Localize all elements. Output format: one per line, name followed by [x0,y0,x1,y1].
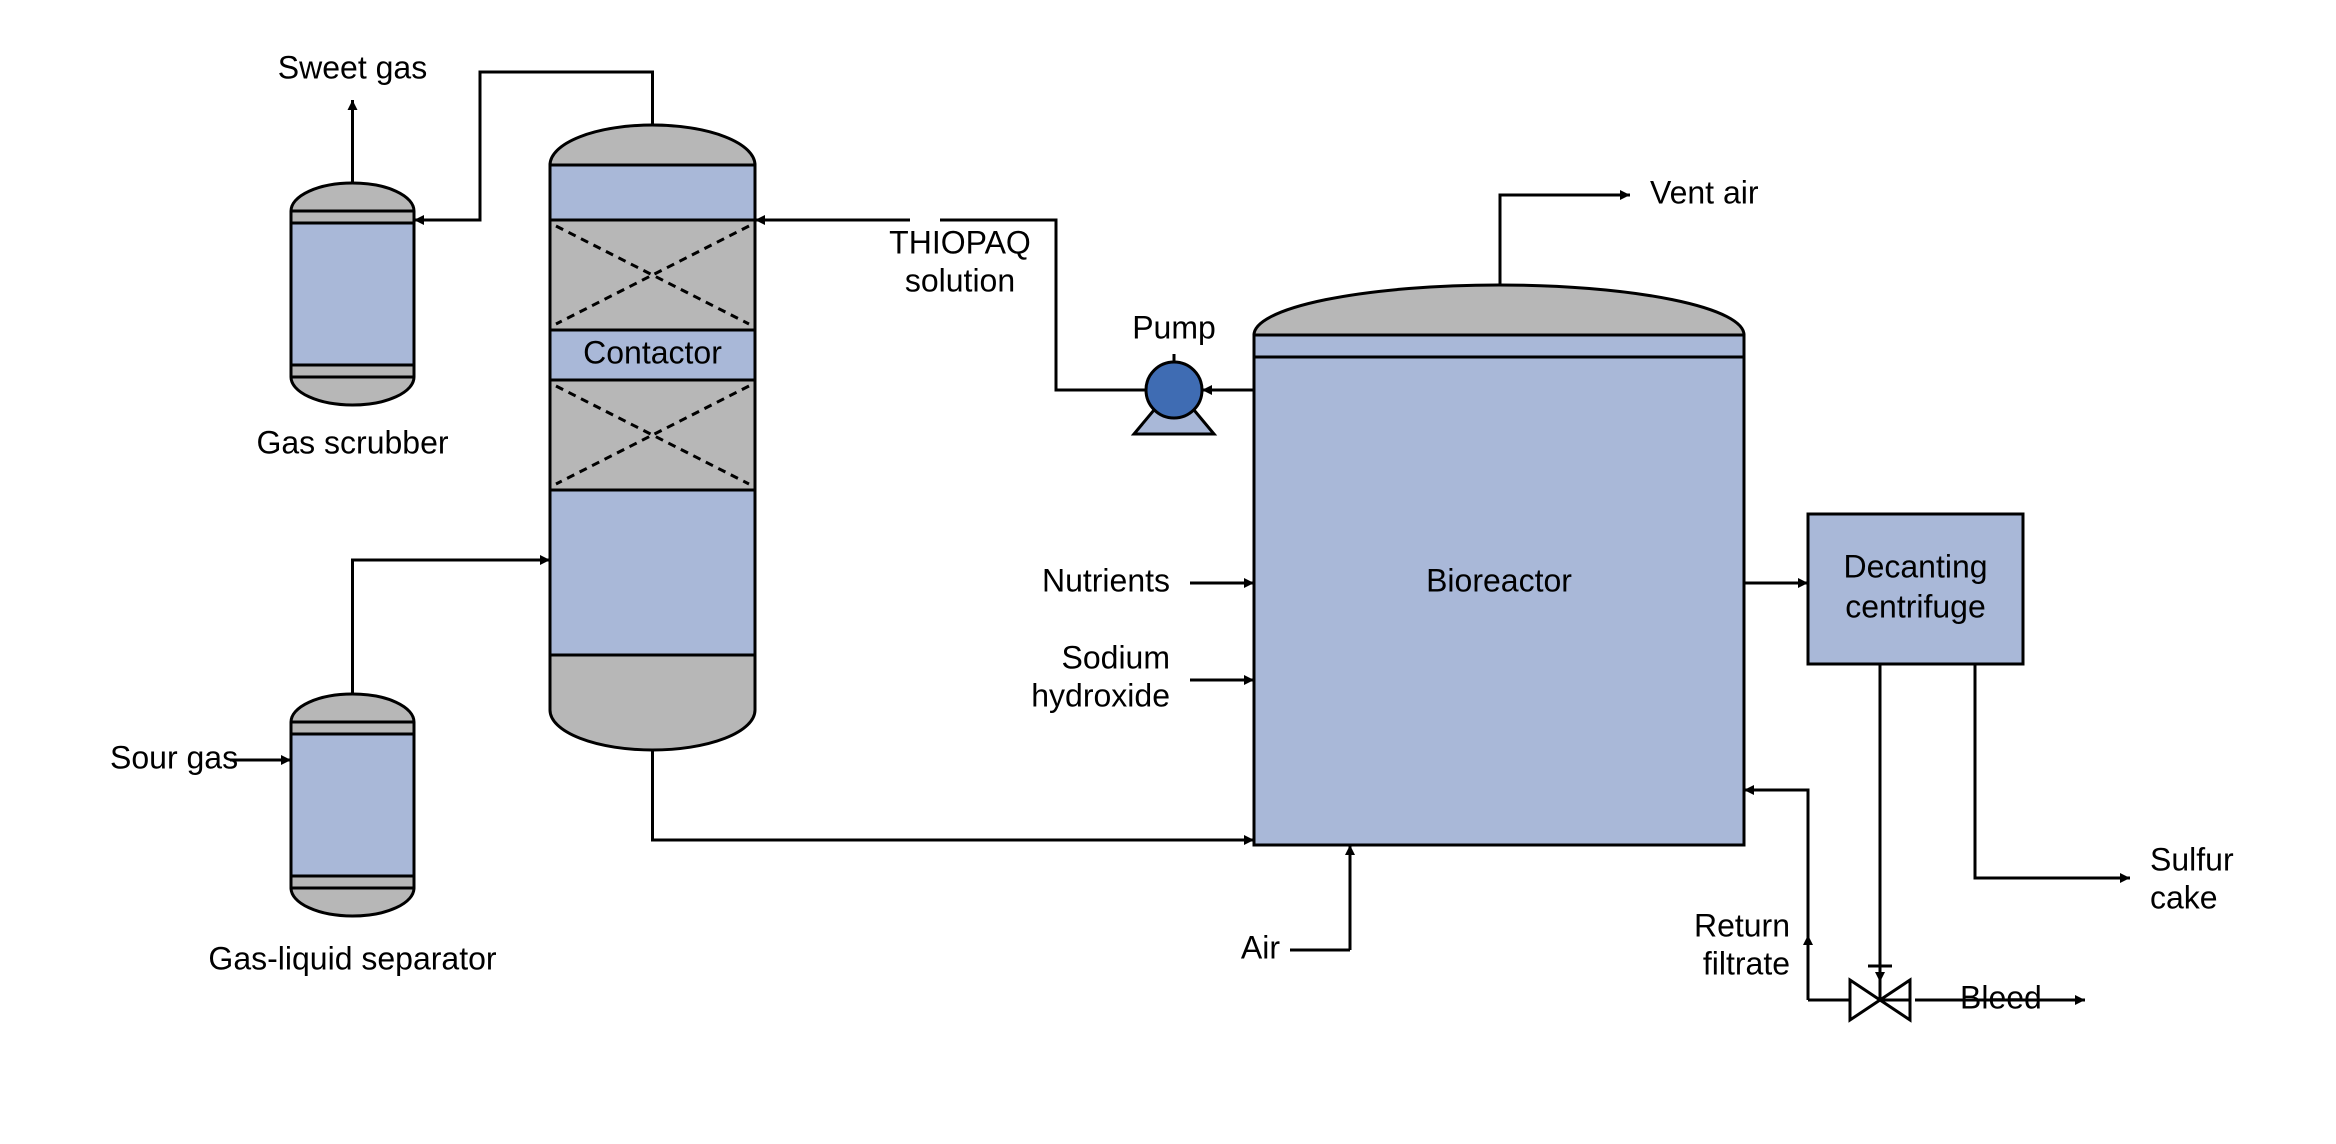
contactor-body [550,490,755,655]
label-nutrients: Nutrients [1042,562,1170,598]
contactor-packing-2 [550,380,755,490]
label-thiopaq-2: solution [905,262,1015,298]
label-bioreactor: Bioreactor [1426,562,1572,598]
label-bleed: Bleed [1960,979,2042,1015]
contactor-top-dome [550,125,755,165]
gas-scrubber-bottom-cap [291,365,414,405]
gas-liquid-separator-top-cap [291,694,414,734]
label-contactor: Contactor [583,334,722,370]
label-decanting-2: centrifuge [1845,588,1986,624]
flow-sulfur-out [1975,664,2130,878]
label-gas-scrubber: Gas scrubber [256,424,448,460]
label-sodium-1: Sodium [1062,639,1171,675]
label-sulfur-2: cake [2150,879,2218,915]
gas-liquid-separator-body [291,734,414,876]
label-sweet-gas: Sweet gas [278,49,427,85]
label-sodium-2: hydroxide [1031,677,1170,713]
label-return-1: Return [1694,907,1790,943]
valve-left [1850,980,1880,1020]
flow-vent-out [1500,195,1630,285]
label-sour-gas: Sour gas [110,739,238,775]
label-vent-air: Vent air [1650,174,1759,210]
pump-icon [1146,362,1202,418]
gas-liquid-separator-bottom-cap [291,876,414,916]
label-gas-liquid-separator: Gas-liquid separator [208,940,496,976]
gas-scrubber-top-cap [291,183,414,223]
label-air: Air [1241,929,1280,965]
bioreactor-dome [1254,285,1744,335]
label-sulfur-1: Sulfur [2150,841,2234,877]
label-decanting-1: Decanting [1843,548,1987,584]
bioreactor-body [1254,357,1744,845]
contactor-packing-1 [550,220,755,330]
contactor-band-1 [550,165,755,220]
label-return-2: filtrate [1703,945,1790,981]
gas-scrubber-body [291,223,414,365]
label-thiopaq-1: THIOPAQ [889,224,1031,260]
flow-separator-to-contactor [353,560,551,694]
contactor-bottom-dome [550,655,755,750]
flow-contactor-bottom-to-bioreactor [653,750,1255,840]
label-pump: Pump [1132,309,1216,345]
